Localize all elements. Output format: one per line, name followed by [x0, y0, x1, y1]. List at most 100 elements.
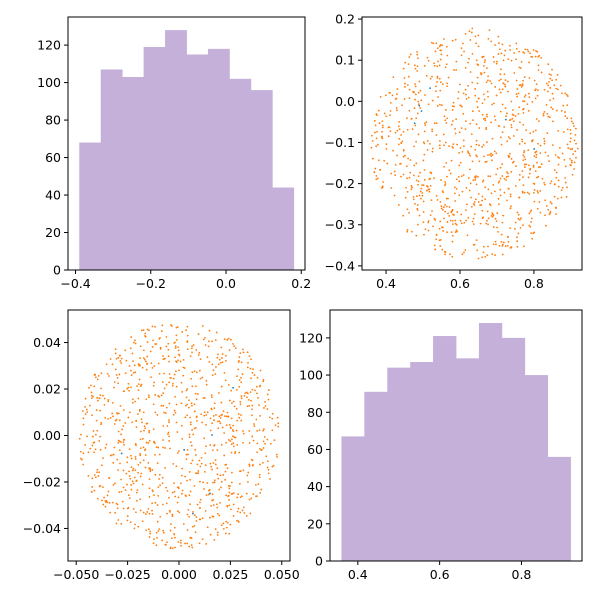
scatter-point [424, 228, 427, 231]
axes-frame [67, 309, 291, 562]
scatter-point [163, 411, 165, 414]
scatter-point [546, 132, 549, 135]
scatter-point [572, 153, 575, 156]
scatter-point [516, 211, 519, 214]
scatter-point [402, 149, 405, 152]
scatter-point [421, 192, 424, 194]
scatter-point [454, 38, 457, 41]
scatter-point [102, 486, 104, 489]
scatter-point [108, 501, 111, 504]
scatter-point [193, 410, 196, 413]
scatter-point [488, 203, 491, 205]
scatter-point [162, 404, 165, 407]
scatter-point [535, 50, 537, 52]
scatter-point [105, 443, 108, 446]
scatter-point [120, 362, 123, 364]
scatter-point [219, 474, 222, 477]
scatter-point [238, 356, 241, 359]
scatter-point [169, 547, 172, 550]
scatter-point [440, 207, 443, 210]
scatter-point [133, 527, 136, 530]
y-tick-label: −0.4 [325, 258, 355, 273]
scatter-point [545, 104, 548, 106]
scatter-point [544, 199, 547, 202]
scatter-point [221, 361, 224, 364]
scatter-point [132, 360, 134, 363]
scatter-point [158, 395, 160, 398]
scatter-point [269, 478, 272, 480]
scatter-point [227, 494, 230, 497]
scatter-point [209, 417, 212, 420]
scatter-point [531, 217, 533, 220]
x-tick-label: −0.050 [53, 567, 99, 582]
scatter-point [454, 222, 457, 225]
scatter-point [381, 126, 384, 129]
scatter-point [493, 102, 495, 105]
scatter-point [492, 226, 495, 228]
scatter-point [502, 59, 505, 62]
scatter-point [433, 244, 436, 247]
scatter-point [483, 98, 486, 101]
scatter-point [201, 376, 204, 379]
scatter-point [476, 100, 478, 103]
scatter-point [82, 463, 85, 466]
scatter-point [575, 156, 577, 159]
scatter-point [191, 347, 193, 350]
scatter-point [379, 169, 381, 171]
scatter-point [549, 99, 551, 102]
scatter-point [422, 141, 425, 144]
scatter-point [137, 397, 140, 400]
scatter-point [555, 207, 557, 209]
scatter-point [206, 356, 209, 359]
scatter-point [255, 418, 258, 421]
scatter-point [204, 344, 207, 346]
scatter-point [564, 165, 567, 168]
scatter-point [144, 360, 147, 363]
scatter-point [152, 490, 154, 493]
scatter-point [385, 147, 388, 150]
scatter-point [416, 65, 419, 68]
scatter-point [171, 547, 174, 550]
scatter-point [207, 345, 210, 348]
scatter-point [523, 100, 526, 102]
scatter-point [444, 183, 447, 185]
scatter-point [569, 140, 572, 143]
scatter-point [97, 399, 99, 402]
scatter-point [561, 186, 564, 189]
scatter-point [503, 191, 506, 194]
scatter-point [120, 433, 122, 436]
scatter-point [184, 542, 186, 545]
scatter-point [86, 411, 89, 414]
scatter-point [250, 358, 252, 361]
scatter-point [88, 386, 90, 389]
scatter-point [134, 469, 137, 472]
scatter-point [128, 389, 130, 392]
scatter-point [465, 186, 468, 189]
scatter-point [193, 403, 196, 406]
scatter-point [165, 345, 168, 348]
x-tick-label: 0.6 [430, 567, 450, 582]
scatter-point [445, 197, 448, 200]
scatter-point [216, 473, 219, 476]
scatter-point [427, 103, 430, 106]
scatter-point [446, 221, 449, 223]
scatter-point [505, 115, 508, 118]
scatter-point [192, 344, 195, 346]
scatter-point [95, 433, 97, 436]
scatter-point [558, 146, 561, 149]
scatter-point [522, 100, 524, 103]
scatter-point [512, 120, 515, 123]
scatter-point [560, 196, 563, 199]
scatter-point [191, 351, 193, 354]
scatter-point [147, 507, 150, 510]
scatter-point [107, 400, 110, 403]
scatter-point [168, 419, 170, 422]
scatter-point [210, 407, 213, 410]
scatter-point [93, 451, 95, 454]
scatter-point [209, 429, 212, 432]
scatter-point [446, 175, 448, 178]
scatter-point [463, 251, 465, 254]
scatter-point [420, 99, 423, 102]
scatter-point [405, 165, 408, 168]
scatter-point [486, 141, 488, 144]
